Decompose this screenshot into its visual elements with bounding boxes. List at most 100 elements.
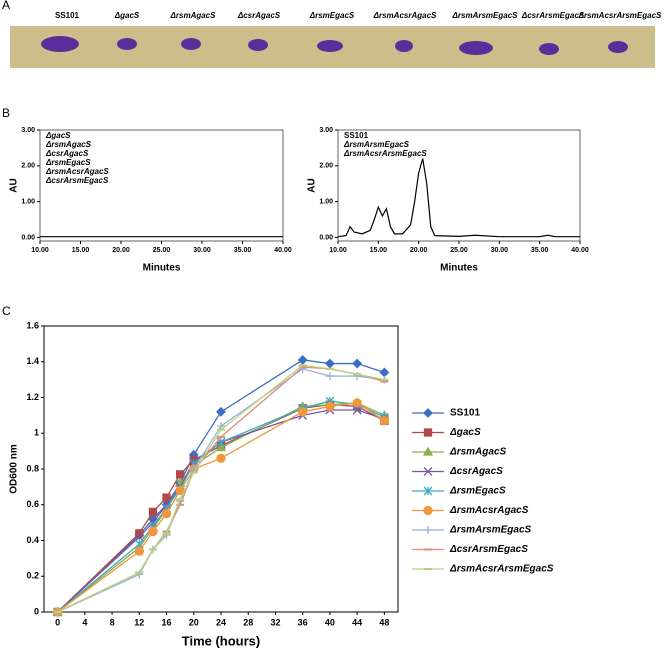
x-tick-label: 10.00 xyxy=(31,247,49,254)
strain-label: ΔgacS xyxy=(114,11,140,20)
y-tick-label: 3.00 xyxy=(21,127,35,134)
marker xyxy=(298,407,308,417)
marker xyxy=(135,529,144,538)
y-tick-label: 1.00 xyxy=(21,198,35,205)
y-tick-label: 1.6 xyxy=(26,320,39,330)
x-tick-label: 35.00 xyxy=(234,247,252,254)
strain-label: ΔrsmAcsrArsmEgacS xyxy=(578,11,662,20)
y-tick-label: 1.4 xyxy=(26,356,39,366)
strain-label: ΔcsrAgacS xyxy=(237,11,281,20)
x-tick-label: 25.00 xyxy=(450,247,468,254)
x-tick-label: 20.00 xyxy=(112,247,130,254)
x-tick-label: 4 xyxy=(82,617,87,627)
marker xyxy=(134,546,144,556)
legend-label: SS101 xyxy=(450,408,480,419)
legend-label: ΔcsrArsmEgacS xyxy=(449,544,528,555)
strain-label: ΔcsrArsmEgacS xyxy=(521,11,585,20)
y-tick-label: 0.4 xyxy=(26,535,39,545)
marker xyxy=(325,401,335,412)
legend-label: ΔgacS xyxy=(449,427,481,438)
annotation: ΔrsmAgacS xyxy=(45,140,92,149)
x-tick-label: 20.00 xyxy=(410,247,428,254)
marker xyxy=(325,358,335,369)
x-axis-label: Time (hours) xyxy=(182,633,261,648)
strain-label: SS101 xyxy=(55,11,80,20)
marker xyxy=(325,372,334,381)
legend-label: ΔrsmAgacS xyxy=(449,447,507,458)
y-tick-label: 0.00 xyxy=(319,234,333,241)
marker xyxy=(352,358,363,369)
y-axis-label: OD600 nm xyxy=(9,444,20,494)
x-tick-label: 24 xyxy=(216,617,226,627)
marker xyxy=(215,442,227,452)
drops xyxy=(41,36,628,55)
series-line xyxy=(57,403,385,613)
x-tick-label: 15.00 xyxy=(72,247,90,254)
x-tick-label: 15.00 xyxy=(370,247,388,254)
y-tick-label: 2.00 xyxy=(319,163,333,170)
annotation: ΔcsrAgacS xyxy=(45,149,89,158)
y-tick-label: 0 xyxy=(34,606,39,616)
annotation: ΔrsmEgacS xyxy=(45,158,91,167)
y-tick-label: 2.00 xyxy=(21,163,35,170)
series-line xyxy=(57,402,385,613)
x-tick-label: 48 xyxy=(379,617,389,627)
y-tick-label: 0.6 xyxy=(26,499,39,509)
legend-label: ΔrsmArsmEgacS xyxy=(449,525,532,536)
x-tick-label: 32 xyxy=(270,617,280,627)
marker xyxy=(176,470,185,479)
plot-frame xyxy=(43,325,399,613)
annotation: ΔrsmArsmEgacS xyxy=(343,140,410,149)
x-tick-label: 35.00 xyxy=(531,247,549,254)
annotation: ΔrsmAcsrArsmEgacS xyxy=(343,149,427,158)
x-tick-label: 40 xyxy=(325,617,335,627)
y-tick-label: 0.00 xyxy=(21,234,35,241)
x-tick-label: 28 xyxy=(243,617,253,627)
annotation: ΔcsrArsmEgacS xyxy=(45,176,109,185)
legend-label: ΔrsmEgacS xyxy=(449,486,506,497)
annotation: ΔgacS xyxy=(45,131,71,140)
x-tick-label: 30.00 xyxy=(193,247,211,254)
x-axis-label: Minutes xyxy=(143,263,181,274)
marker xyxy=(162,493,171,502)
panel-label: C xyxy=(2,304,11,318)
legend-label: ΔrsmAcsrArsmEgacS xyxy=(449,564,554,575)
y-tick-label: 1 xyxy=(34,428,39,438)
marker xyxy=(297,355,308,365)
marker xyxy=(379,367,390,378)
x-tick-label: 40.00 xyxy=(571,247,589,254)
x-tick-label: 36 xyxy=(298,617,308,627)
y-tick-label: 0.8 xyxy=(26,463,39,473)
marker xyxy=(379,416,390,426)
x-tick-label: 10.00 xyxy=(329,247,347,254)
y-tick-label: 0.2 xyxy=(26,571,39,581)
strain-label: ΔrsmAgacS xyxy=(170,11,217,20)
y-tick-label: 1.2 xyxy=(26,392,39,402)
y-tick-label: 1.00 xyxy=(319,198,333,205)
y-axis-label: AU xyxy=(9,178,20,192)
x-tick-label: 16 xyxy=(162,617,172,627)
y-tick-label: 3.00 xyxy=(319,127,333,134)
marker xyxy=(148,526,158,537)
series-line xyxy=(337,158,580,238)
x-tick-label: 44 xyxy=(352,617,362,627)
x-tick-label: 8 xyxy=(110,617,115,627)
legend-label: ΔrsmAcsrAgacS xyxy=(449,505,529,516)
strain-label: ΔrsmAcsrAgacS xyxy=(373,11,437,20)
x-tick-label: 0 xyxy=(55,617,60,627)
panel-label: A xyxy=(2,0,10,12)
strain-label: ΔrsmEgacS xyxy=(309,11,355,20)
annotation: ΔrsmAcsrAgacS xyxy=(45,167,109,176)
marker xyxy=(148,507,158,517)
x-tick-label: 30.00 xyxy=(491,247,509,254)
series-line xyxy=(57,402,385,613)
annotation: SS101 xyxy=(344,131,369,140)
marker xyxy=(161,509,172,519)
x-tick-label: 25.00 xyxy=(153,247,171,254)
strain-label: ΔrsmArsmEgacS xyxy=(452,11,519,20)
marker xyxy=(216,453,226,463)
panel-label: B xyxy=(2,106,10,120)
y-axis-label: AU xyxy=(307,178,318,192)
